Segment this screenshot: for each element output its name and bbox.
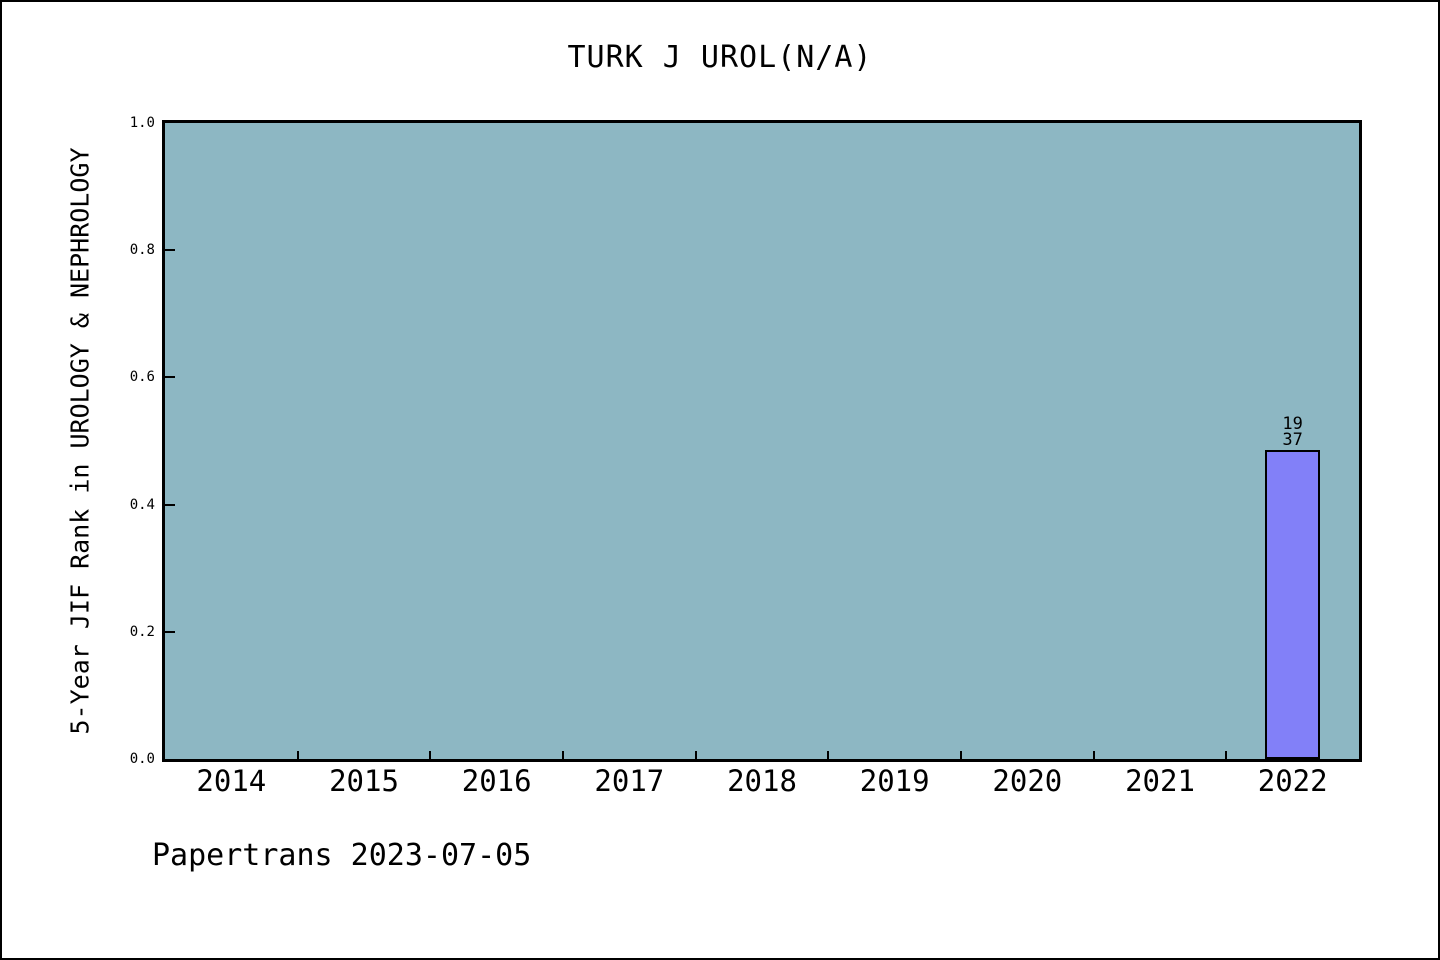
x-tick-label: 2019 [859, 764, 930, 798]
y-axis-label: 5-Year JIF Rank in UROLOGY & NEPHROLOGY [65, 147, 95, 735]
y-tick-label: 0.8 [129, 242, 155, 259]
footer-watermark: Papertrans 2023-07-05 [152, 838, 532, 873]
x-tick-mark [1092, 751, 1095, 759]
x-tick-mark [960, 751, 962, 759]
y-tick-mark [165, 503, 175, 506]
y-tick-mark [165, 249, 175, 252]
bar-2022 [1265, 450, 1321, 759]
y-tick-mark [165, 376, 175, 379]
bar-annotation-line: 19 [1282, 414, 1303, 434]
x-tick-mark [429, 751, 432, 759]
y-tick-label: 0.0 [129, 751, 155, 767]
x-tick-label: 2022 [1257, 764, 1328, 798]
y-tick-label: 0.4 [129, 496, 155, 513]
x-tick-mark [562, 751, 564, 759]
y-tick-mark [165, 630, 175, 633]
x-tick-label: 2020 [992, 764, 1063, 798]
y-tick-label: 0.6 [129, 369, 155, 386]
chart-title: TURK J UROL(N/A) [567, 40, 873, 75]
x-tick-label: 2018 [727, 764, 797, 798]
x-tick-label: 2014 [196, 764, 267, 798]
x-tick-mark [296, 751, 299, 759]
x-tick-mark [827, 751, 830, 759]
x-tick-label: 2017 [594, 764, 665, 798]
x-tick-label: 2021 [1125, 764, 1195, 798]
y-tick-label: 0.2 [129, 623, 155, 640]
x-tick-mark [1225, 751, 1228, 759]
x-tick-mark [694, 751, 697, 759]
bar-annotation-line: 37 [1282, 430, 1303, 450]
y-tick-label: 1.0 [129, 115, 155, 131]
plot-area: 0.0 0.2 0.4 0.6 0.8 1.0 2014 2015 2016 2017 2018 20… [130, 115, 1362, 798]
x-tick-label: 2016 [461, 764, 532, 798]
x-tick-label: 2015 [329, 764, 399, 798]
bar-annotation: 19 37 [1282, 414, 1303, 450]
